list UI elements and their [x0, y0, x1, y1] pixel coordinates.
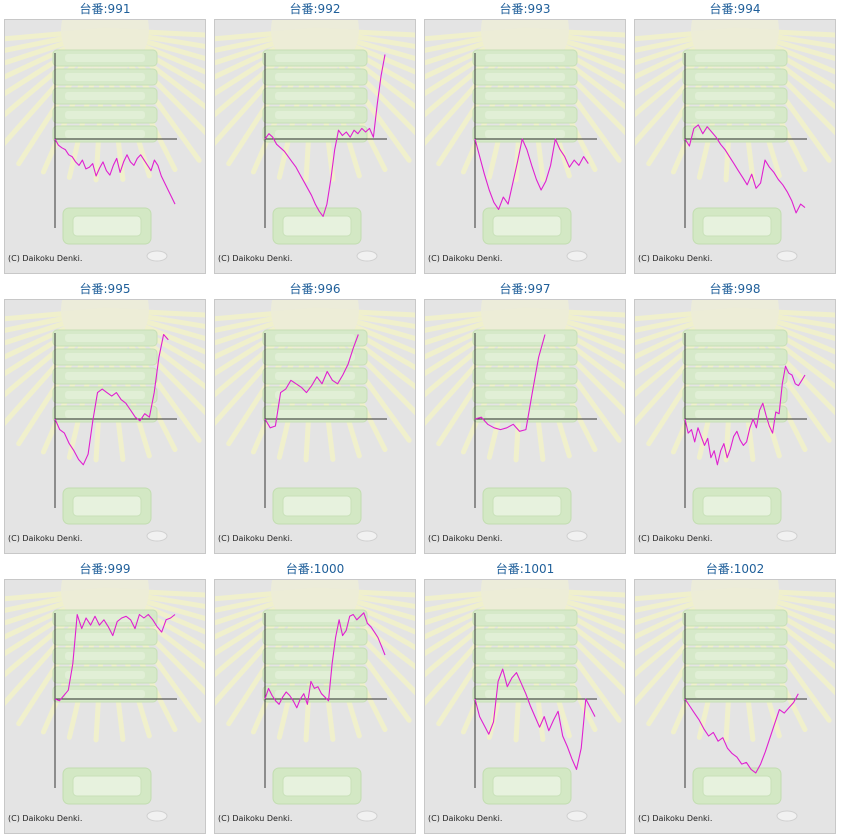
- chart-cell[interactable]: 台番:994 (C) Daikoku Denki.: [630, 0, 840, 280]
- chart-title[interactable]: 台番:994: [709, 2, 761, 16]
- chart-frame: (C) Daikoku Denki.: [214, 299, 416, 554]
- series-line: [54, 613, 176, 702]
- chart-cell[interactable]: 台番:995 (C) Daikoku Denki.: [0, 280, 210, 560]
- pachinko-background: [5, 580, 205, 822]
- series-line: [264, 54, 386, 217]
- pachinko-background: [215, 300, 415, 542]
- copyright-credit: (C) Daikoku Denki.: [8, 254, 82, 263]
- copyright-credit: (C) Daikoku Denki.: [428, 814, 502, 823]
- chart-title[interactable]: 台番:996: [289, 282, 341, 296]
- series-line: [474, 138, 589, 210]
- pachinko-background: [425, 20, 625, 262]
- line-chart: (C) Daikoku Denki.: [425, 20, 625, 263]
- line-chart: (C) Daikoku Denki.: [5, 300, 205, 543]
- chart-title[interactable]: 台番:998: [709, 282, 761, 296]
- chart-title[interactable]: 台番:1002: [705, 562, 765, 576]
- chart-frame: (C) Daikoku Denki.: [4, 579, 206, 834]
- chart-frame: (C) Daikoku Denki.: [424, 19, 626, 274]
- chart-title[interactable]: 台番:995: [79, 282, 131, 296]
- chart-title[interactable]: 台番:1001: [495, 562, 555, 576]
- chart-cell[interactable]: 台番:1002 (C) Daikoku Denki.: [630, 560, 840, 840]
- line-chart: (C) Daikoku Denki.: [635, 300, 835, 543]
- chart-title[interactable]: 台番:1000: [285, 562, 345, 576]
- chart-frame: (C) Daikoku Denki.: [214, 19, 416, 274]
- series-line: [54, 138, 176, 205]
- chart-frame: (C) Daikoku Denki.: [634, 579, 836, 834]
- pachinko-background: [635, 20, 835, 262]
- pachinko-background: [215, 20, 415, 262]
- copyright-credit: (C) Daikoku Denki.: [218, 534, 292, 543]
- series-line: [264, 612, 386, 709]
- series-line: [474, 334, 546, 432]
- pachinko-background: [635, 300, 835, 542]
- chart-title[interactable]: 台番:992: [289, 2, 341, 16]
- pachinko-background: [5, 300, 205, 542]
- line-chart: (C) Daikoku Denki.: [215, 580, 415, 823]
- chart-cell[interactable]: 台番:999 (C) Daikoku Denki.: [0, 560, 210, 840]
- chart-title[interactable]: 台番:997: [499, 282, 551, 296]
- pachinko-background: [215, 580, 415, 822]
- line-chart: (C) Daikoku Denki.: [635, 580, 835, 823]
- series-line: [264, 334, 359, 429]
- copyright-credit: (C) Daikoku Denki.: [218, 254, 292, 263]
- chart-cell[interactable]: 台番:996 (C) Daikoku Denki.: [210, 280, 420, 560]
- copyright-credit: (C) Daikoku Denki.: [638, 814, 712, 823]
- chart-frame: (C) Daikoku Denki.: [214, 579, 416, 834]
- line-chart: (C) Daikoku Denki.: [635, 20, 835, 263]
- chart-title[interactable]: 台番:991: [79, 2, 131, 16]
- chart-cell[interactable]: 台番:997 (C) Daikoku Denki.: [420, 280, 630, 560]
- copyright-credit: (C) Daikoku Denki.: [8, 814, 82, 823]
- chart-frame: (C) Daikoku Denki.: [634, 19, 836, 274]
- line-chart: (C) Daikoku Denki.: [425, 300, 625, 543]
- line-chart: (C) Daikoku Denki.: [215, 20, 415, 263]
- series-line: [684, 365, 806, 466]
- pachinko-background: [5, 20, 205, 262]
- chart-cell[interactable]: 台番:998 (C) Daikoku Denki.: [630, 280, 840, 560]
- line-chart: (C) Daikoku Denki.: [425, 580, 625, 823]
- pachinko-background: [635, 580, 835, 822]
- line-chart: (C) Daikoku Denki.: [5, 20, 205, 263]
- series-line: [684, 124, 806, 214]
- chart-title[interactable]: 台番:993: [499, 2, 551, 16]
- copyright-credit: (C) Daikoku Denki.: [218, 814, 292, 823]
- series-line: [474, 668, 596, 770]
- chart-title[interactable]: 台番:999: [79, 562, 131, 576]
- chart-frame: (C) Daikoku Denki.: [634, 299, 836, 554]
- copyright-credit: (C) Daikoku Denki.: [8, 534, 82, 543]
- copyright-credit: (C) Daikoku Denki.: [428, 534, 502, 543]
- chart-cell[interactable]: 台番:1001 (C) Daikoku Denki.: [420, 560, 630, 840]
- chart-cell[interactable]: 台番:1000 (C) Daikoku Denki.: [210, 560, 420, 840]
- chart-cell[interactable]: 台番:992 (C) Daikoku Denki.: [210, 0, 420, 280]
- chart-frame: (C) Daikoku Denki.: [4, 299, 206, 554]
- copyright-credit: (C) Daikoku Denki.: [638, 254, 712, 263]
- chart-frame: (C) Daikoku Denki.: [424, 299, 626, 554]
- series-line: [684, 693, 799, 774]
- copyright-credit: (C) Daikoku Denki.: [638, 534, 712, 543]
- line-chart: (C) Daikoku Denki.: [215, 300, 415, 543]
- pachinko-background: [425, 300, 625, 542]
- series-line: [54, 333, 169, 466]
- chart-cell[interactable]: 台番:991 (C) Daikoku Denki.: [0, 0, 210, 280]
- pachinko-background: [425, 580, 625, 822]
- chart-frame: (C) Daikoku Denki.: [424, 579, 626, 834]
- copyright-credit: (C) Daikoku Denki.: [428, 254, 502, 263]
- line-chart: (C) Daikoku Denki.: [5, 580, 205, 823]
- chart-cell[interactable]: 台番:993 (C) Daikoku Denki.: [420, 0, 630, 280]
- chart-frame: (C) Daikoku Denki.: [4, 19, 206, 274]
